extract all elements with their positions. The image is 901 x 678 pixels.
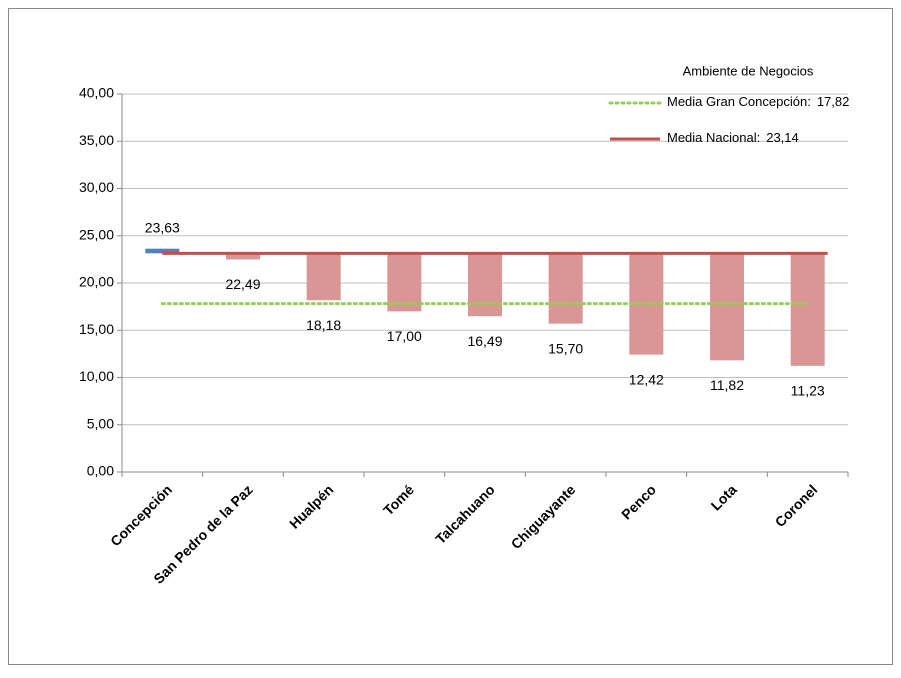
value-label: 22,49	[225, 276, 260, 292]
y-tick-label: 30,00	[79, 179, 114, 195]
value-label: 11,23	[791, 383, 825, 399]
y-tick-label: 40,00	[79, 85, 114, 101]
y-tick-label: 15,00	[79, 321, 114, 337]
legend-value: 23,14	[766, 130, 799, 145]
bar	[468, 253, 502, 317]
y-tick-label: 25,00	[79, 226, 114, 242]
bar	[226, 253, 260, 260]
bar	[145, 248, 180, 254]
bar	[790, 253, 825, 366]
bar	[629, 253, 664, 355]
chart-frame	[8, 8, 893, 665]
value-label: 17,00	[387, 328, 422, 344]
y-tick-label: 35,00	[79, 132, 114, 148]
y-tick-label: 5,00	[87, 415, 114, 431]
legend-value: 17,82	[817, 94, 850, 109]
legend-label: Media Nacional: 23,14	[667, 130, 799, 145]
legend-name: Media Nacional:	[667, 130, 760, 145]
bar	[387, 253, 422, 312]
bar	[548, 253, 583, 324]
legend-title: Ambiente de Negocios	[683, 63, 814, 78]
y-tick-label: 20,00	[79, 274, 114, 290]
y-tick-label: 10,00	[79, 368, 114, 384]
value-label: 16,49	[467, 333, 502, 349]
value-label: 11,82	[710, 377, 744, 393]
value-label: 23,63	[145, 219, 180, 235]
y-tick-label: 0,00	[87, 463, 114, 479]
bar	[710, 253, 744, 361]
value-label: 18,18	[306, 317, 341, 333]
legend-label: Media Gran Concepción: 17,82	[667, 94, 849, 109]
legend-name: Media Gran Concepción:	[667, 94, 811, 109]
value-label: 15,70	[548, 340, 583, 356]
bar	[306, 253, 341, 301]
value-label: 12,42	[629, 371, 664, 387]
